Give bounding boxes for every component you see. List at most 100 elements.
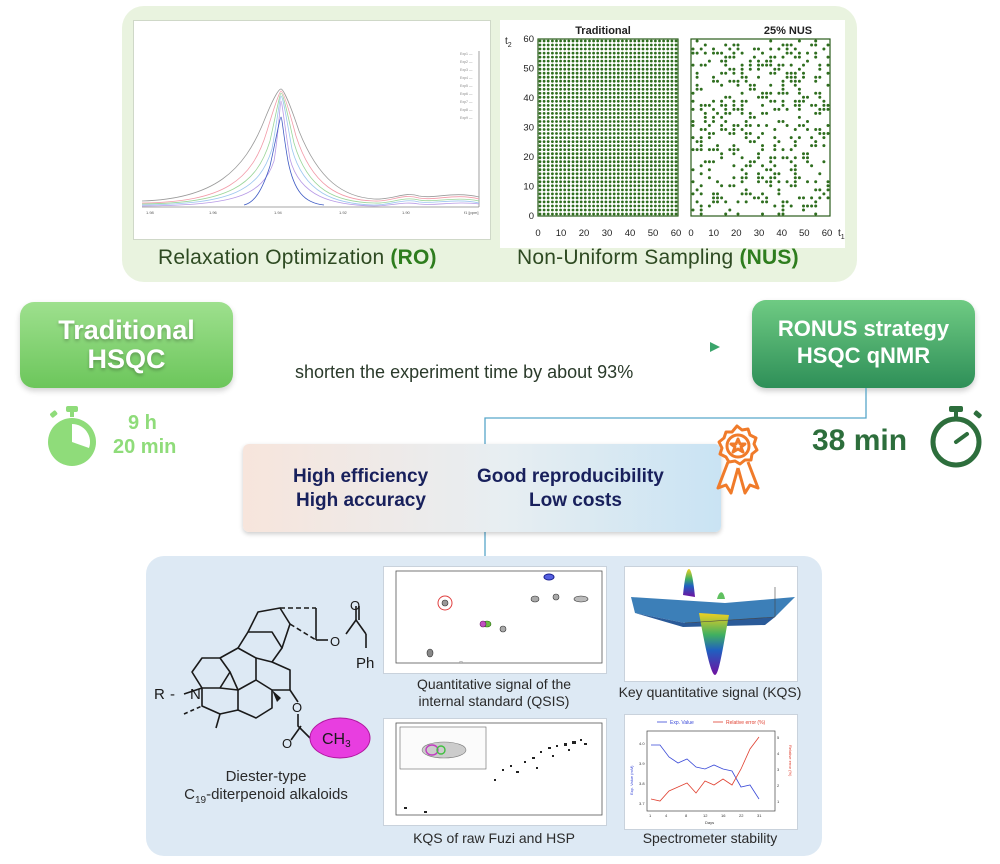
traditional-sample-point	[674, 188, 678, 192]
traditional-sample-point	[612, 160, 616, 164]
traditional-sample-point	[674, 128, 678, 131]
traditional-sample-point	[575, 140, 579, 143]
traditional-sample-point	[641, 148, 645, 152]
traditional-sample-point	[670, 95, 674, 99]
traditional-sample-point	[641, 51, 645, 55]
traditional-sample-point	[538, 148, 542, 152]
nus-sample-point	[761, 63, 764, 67]
traditional-sample-point	[670, 39, 674, 43]
traditional-sample-point	[662, 184, 665, 188]
traditional-sample-point	[555, 71, 558, 75]
traditional-sample-point	[637, 152, 641, 156]
nus-sample-point	[740, 91, 744, 95]
nus-sample-point	[716, 111, 719, 115]
traditional-sample-point	[608, 164, 612, 168]
traditional-sample-point	[662, 144, 665, 147]
award-medal-icon	[716, 424, 760, 495]
nus-sample-point	[826, 196, 830, 200]
traditional-sample-point	[621, 180, 624, 184]
structure-ph-label: Ph	[356, 655, 374, 672]
nus-sample-point	[773, 144, 777, 148]
traditional-sample-point	[588, 59, 591, 63]
traditional-sample-point	[600, 196, 604, 200]
traditional-sample-point	[579, 71, 583, 75]
traditional-sample-point	[662, 120, 665, 123]
traditional-sample-point	[633, 144, 637, 147]
traditional-sample-point	[551, 51, 554, 55]
traditional-sample-point	[563, 79, 567, 83]
traditional-sample-point	[571, 79, 575, 83]
traditional-sample-point	[592, 108, 595, 111]
traditional-sample-point	[616, 104, 620, 107]
nus-left-title: Traditional	[575, 25, 631, 37]
traditional-sample-point	[666, 148, 670, 152]
traditional-sample-point	[559, 196, 562, 200]
traditional-sample-point	[542, 204, 546, 208]
nus-sample-point	[691, 168, 695, 172]
traditional-sample-point	[654, 140, 657, 143]
traditional-sample-point	[592, 132, 595, 135]
traditional-sample-point	[583, 208, 587, 212]
traditional-sample-point	[588, 148, 591, 152]
traditional-sample-point	[629, 180, 633, 184]
traditional-sample-point	[583, 212, 587, 216]
nus-sample-point	[769, 176, 773, 180]
nus-sample-point	[757, 67, 760, 71]
traditional-sample-point	[559, 180, 562, 184]
traditional-sample-point	[633, 168, 637, 172]
traditional-sample-point	[649, 168, 653, 172]
traditional-sample-point	[592, 87, 595, 91]
nus-sample-point	[761, 192, 764, 196]
traditional-sample-point	[583, 188, 587, 192]
traditional-sample-point	[629, 152, 633, 156]
traditional-sample-point	[666, 172, 670, 176]
traditional-sample-point	[563, 132, 567, 135]
traditional-sample-point	[555, 140, 558, 143]
traditional-sample-point	[649, 47, 653, 51]
traditional-sample-point	[604, 128, 608, 131]
traditional-sample-point	[621, 108, 624, 111]
traditional-sample-point	[654, 152, 657, 156]
traditional-sample-point	[563, 156, 567, 160]
traditional-sample-point	[616, 99, 620, 103]
traditional-sample-point	[645, 47, 649, 51]
nus-sample-point	[748, 63, 752, 67]
traditional-sample-point	[546, 75, 550, 79]
nus-sample-point	[752, 196, 756, 200]
nus-sample-point	[822, 132, 826, 135]
nus-sample-point	[703, 43, 707, 47]
traditional-sample-point	[567, 188, 571, 192]
traditional-sample-point	[555, 116, 558, 119]
nus-sample-point	[769, 71, 773, 75]
traditional-sample-point	[654, 164, 657, 168]
traditional-sample-point	[633, 43, 637, 47]
traditional-sample-point	[555, 108, 558, 111]
traditional-sample-point	[625, 116, 628, 119]
traditional-sample-point	[633, 140, 637, 143]
traditional-sample-point	[612, 63, 616, 67]
traditional-sample-point	[538, 212, 542, 216]
svg-text:Exp1 —: Exp1 —	[460, 52, 473, 56]
traditional-sample-point	[559, 168, 562, 172]
traditional-sample-point	[658, 124, 661, 127]
traditional-sample-point	[674, 63, 678, 67]
traditional-sample-point	[674, 204, 678, 208]
traditional-sample-point	[592, 55, 595, 59]
traditional-sample-point	[555, 39, 558, 43]
nus-sample-point	[703, 51, 707, 55]
nus-sample-point	[826, 188, 830, 192]
traditional-sample-point	[583, 51, 587, 55]
traditional-sample-point	[612, 168, 616, 172]
traditional-sample-point	[579, 184, 583, 188]
traditional-sample-point	[596, 71, 600, 75]
traditional-sample-point	[567, 172, 571, 176]
nus-sample-point	[736, 212, 740, 216]
traditional-sample-point	[600, 204, 604, 208]
traditional-sample-point	[563, 212, 567, 216]
traditional-sample-point	[596, 87, 600, 91]
traditional-sample-point	[649, 164, 653, 168]
nus-sample-point	[822, 107, 826, 111]
traditional-sample-point	[666, 136, 670, 139]
traditional-sample-point	[654, 87, 657, 91]
traditional-sample-point	[645, 176, 649, 180]
